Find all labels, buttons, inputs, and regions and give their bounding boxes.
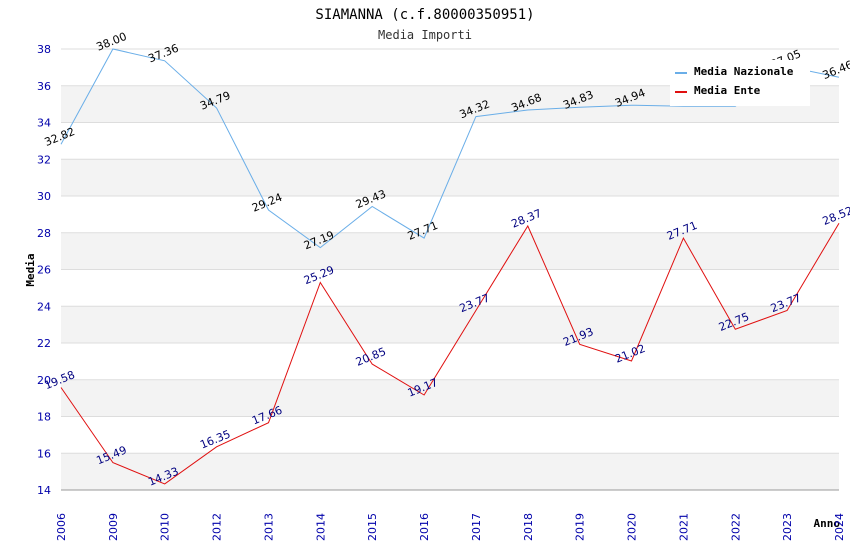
y-tick-label: 20 xyxy=(37,374,51,387)
series-line-media-nazionale xyxy=(60,48,840,249)
x-tick-label: 2010 xyxy=(159,513,172,541)
y-tick-label: 16 xyxy=(37,447,51,460)
y-tick-label: 28 xyxy=(37,227,51,240)
series-line-media-ente xyxy=(60,222,840,485)
grid-band xyxy=(61,269,839,307)
x-tick-label: 2019 xyxy=(574,513,587,541)
grid-band xyxy=(61,343,839,380)
legend-box xyxy=(670,60,810,106)
grid-band xyxy=(61,379,839,417)
x-tick-label: 2009 xyxy=(107,513,120,541)
y-tick-labels: 14 16 18 20 22 24 26 28 30 32 34 36 38 xyxy=(37,43,51,497)
y-tick-label: 30 xyxy=(37,190,51,203)
grid-band xyxy=(61,306,839,343)
x-tick-labels: 2006 2009 2010 2012 2013 2014 2015 2016 2017 2018… xyxy=(55,513,846,541)
y-tick-label: 26 xyxy=(37,264,51,277)
grid-band xyxy=(61,416,839,454)
grid-band xyxy=(61,196,839,233)
x-axis-label: Anno xyxy=(814,517,841,530)
chart-title: SIAMANNA (c.f.80000350951) xyxy=(315,7,534,23)
y-tick-label: 22 xyxy=(37,337,51,350)
x-tick-label: 2013 xyxy=(262,513,275,541)
x-tick-label: 2018 xyxy=(522,513,535,541)
x-tick-label: 2020 xyxy=(626,513,639,541)
x-tick-label: 2016 xyxy=(418,513,431,541)
grid-band xyxy=(61,232,839,270)
grid-bands xyxy=(61,49,839,490)
x-tick-label: 2021 xyxy=(677,513,690,541)
x-tick-label: 2022 xyxy=(729,513,742,541)
y-tick-label: 18 xyxy=(37,411,51,424)
chart-subtitle: Media Importi xyxy=(378,28,472,42)
y-tick-label: 34 xyxy=(37,117,51,130)
y-axis-label: Media xyxy=(24,253,37,286)
y-tick-label: 36 xyxy=(37,80,51,93)
y-tick-label: 38 xyxy=(37,43,51,56)
x-tick-label: 2006 xyxy=(55,513,68,541)
x-tick-label: 2014 xyxy=(314,513,327,541)
grid-band xyxy=(61,122,839,160)
y-tick-label: 32 xyxy=(37,153,51,166)
legend-label-media-nazionale: Media Nazionale xyxy=(694,65,794,78)
x-tick-label: 2015 xyxy=(366,513,379,541)
grid-band xyxy=(61,453,839,490)
x-tick-label: 2012 xyxy=(211,513,224,541)
legend-label-media-ente: Media Ente xyxy=(694,84,761,97)
x-tick-label: 2017 xyxy=(470,513,483,541)
y-tick-label: 14 xyxy=(37,484,51,497)
series-lines xyxy=(60,48,840,485)
x-tick-label: 2023 xyxy=(781,513,794,541)
y-tick-label: 24 xyxy=(37,300,51,313)
x-tick-label: 2024 xyxy=(833,513,846,541)
legend: Media Nazionale Media Ente xyxy=(670,60,810,106)
